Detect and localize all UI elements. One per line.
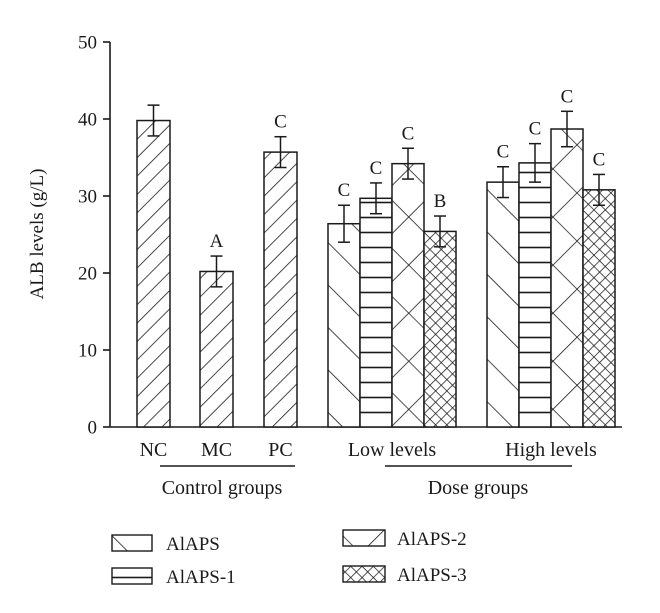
- bar-low-levels-alaps-2: [391, 162, 425, 428]
- x-tick-label-high-levels: High levels: [505, 439, 597, 461]
- dose-groups-label: Dose groups: [428, 477, 529, 499]
- bar-pc: [263, 151, 298, 428]
- bar-low-levels-alaps-1: [359, 197, 393, 428]
- legend-swatch-alaps-2: [342, 529, 386, 547]
- x-tick-label-pc: PC: [268, 439, 292, 461]
- y-tick-label-10: 10: [78, 341, 97, 362]
- y-tick-label-20: 20: [78, 264, 97, 285]
- bar-low-levels-alaps-3-sig-label: B: [434, 191, 447, 212]
- bar-low-levels-alaps-1-sig-label: C: [370, 158, 383, 179]
- x-tick-label-nc: NC: [140, 439, 168, 461]
- bar-nc: [136, 119, 171, 428]
- legend-swatch-alaps: [111, 534, 153, 552]
- bar-pc-sig-label: C: [274, 112, 287, 133]
- bar-high-levels-alaps-3: [582, 189, 616, 428]
- bar-high-levels-alaps-3-sig-label: C: [593, 149, 606, 170]
- y-tick-label-0: 0: [88, 418, 98, 439]
- x-labels: NC MC PC Low levels High levels: [140, 439, 597, 461]
- bar-low-levels-alaps-2-sig-label: C: [402, 123, 415, 144]
- x-tick-label-low-levels: Low levels: [348, 439, 437, 461]
- bar-low-levels-alaps-3: [423, 230, 457, 428]
- bar-high-levels-alaps-2: [550, 128, 584, 428]
- legend-swatch-alaps-3: [342, 565, 386, 583]
- legend-label-alaps-1: AlAPS-1: [166, 567, 236, 588]
- bar-high-levels-alaps-2-sig-label: C: [561, 86, 574, 107]
- legend-label-alaps-3: AlAPS-3: [397, 565, 467, 586]
- bar-high-levels-alaps-sig-label: C: [497, 142, 510, 163]
- y-ticks: 0 10 20 30 40 50: [78, 33, 110, 439]
- bar-mc-sig-label: A: [210, 231, 224, 252]
- control-groups-label: Control groups: [162, 477, 283, 499]
- y-axis-label: ALB levels (g/L): [27, 169, 48, 300]
- bar-high-levels-alaps-1-sig-label: C: [529, 119, 542, 140]
- y-tick-label-50: 50: [78, 33, 97, 54]
- bar-mc: [199, 270, 234, 428]
- bar-low-levels-alaps-sig-label: C: [338, 180, 351, 201]
- legend: AlAPS AlAPS-1 AlAPS-2 AlAPS-3: [111, 529, 467, 588]
- legend-label-alaps-2: AlAPS-2: [397, 529, 467, 550]
- legend-swatch-alaps-1: [111, 567, 153, 585]
- bar-low-levels-alaps: [327, 222, 361, 428]
- x-tick-label-mc: MC: [201, 439, 232, 461]
- bar-high-levels-alaps-1: [518, 162, 552, 428]
- legend-label-alaps: AlAPS: [166, 534, 220, 555]
- y-tick-label-30: 30: [78, 187, 97, 208]
- bar-high-levels-alaps: [486, 181, 520, 428]
- y-tick-label-40: 40: [78, 110, 97, 131]
